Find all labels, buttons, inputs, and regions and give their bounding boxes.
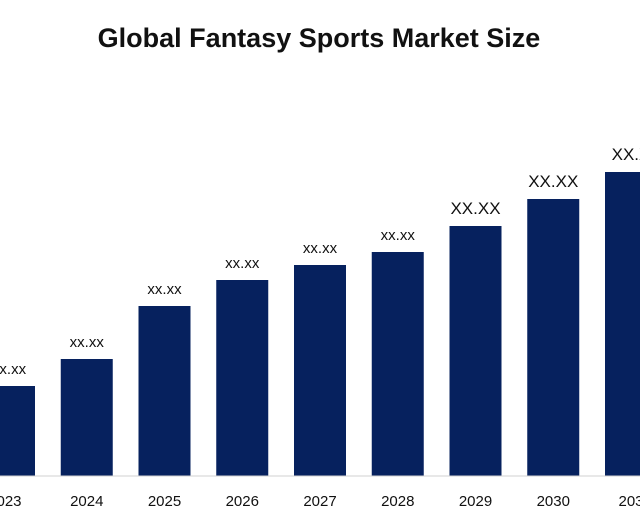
data-label-2027: xx.xx xyxy=(303,240,338,257)
data-label-2024: xx.xx xyxy=(70,334,105,351)
data-label-2030: XX.XX xyxy=(528,172,578,191)
x-tick-label-2029: 2029 xyxy=(459,493,492,510)
data-label-2029: XX.XX xyxy=(450,199,500,218)
x-tick-label-2026: 2026 xyxy=(226,493,259,510)
x-tick-label-2025: 2025 xyxy=(148,493,181,510)
data-label-2028: xx.xx xyxy=(381,227,416,244)
bar-2024 xyxy=(60,359,113,476)
bar-2023 xyxy=(0,386,35,476)
chart-title: Global Fantasy Sports Market Size xyxy=(98,23,541,53)
x-tick-label-2028: 2028 xyxy=(381,493,414,510)
bars-group xyxy=(0,172,640,476)
bar-2026 xyxy=(216,280,269,476)
bar-2030 xyxy=(527,199,580,476)
bar-2028 xyxy=(371,252,424,476)
bar-2025 xyxy=(138,306,191,476)
bar-2031 xyxy=(605,172,640,476)
data-label-2023: xx.xx xyxy=(0,361,27,378)
x-tick-label-2027: 2027 xyxy=(303,493,336,510)
data-label-2031: XX.X xyxy=(612,145,640,164)
x-tick-label-2030: 2030 xyxy=(537,493,570,510)
x-tick-labels-group: 023 2024 2025 2026 2027 2028 2029 2030 203 xyxy=(0,493,640,510)
x-tick-label-2023: 023 xyxy=(0,493,22,510)
bar-2029 xyxy=(449,226,502,476)
bar-2027 xyxy=(294,265,346,476)
x-tick-label-2024: 2024 xyxy=(70,493,103,510)
data-label-2026: xx.xx xyxy=(225,255,260,272)
data-labels-group: xx.xxxx.xxxx.xxxx.xxxx.xxxx.xxXX.XXXX.XX… xyxy=(0,145,640,378)
x-tick-label-2031: 203 xyxy=(618,493,640,510)
data-label-2025: xx.xx xyxy=(147,281,182,298)
